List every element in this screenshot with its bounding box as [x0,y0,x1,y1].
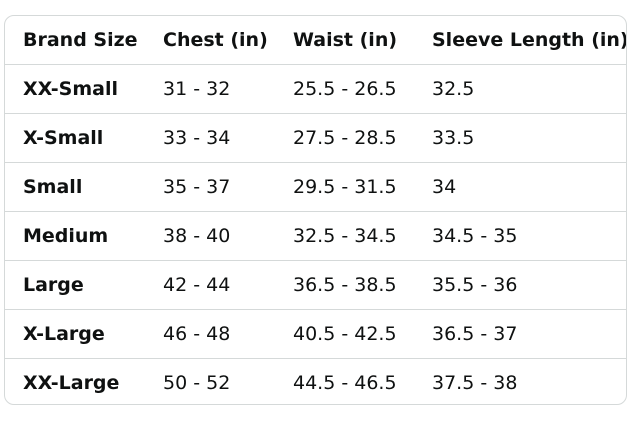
table-row: XX-Large 50 - 52 44.5 - 46.5 37.5 - 38 [5,358,626,404]
header-cell: Sleeve Length (in) [432,29,627,51]
size-cell: XX-Small [5,64,163,114]
measure-cell: 50 - 52 [163,358,293,404]
table-row: XX-Small 31 - 32 25.5 - 26.5 32.5 [5,64,626,114]
measure-cell: 46 - 48 [163,309,293,359]
size-cell: XX-Large [5,358,163,404]
header-cell: Waist (in) [293,29,398,51]
size-cell: X-Small [5,113,163,163]
table-body: XX-Small 31 - 32 25.5 - 26.5 32.5 X-Small 33 … [5,64,626,404]
measure-cell: 36.5 - 37 [432,309,626,359]
table-row: X-Small 33 - 34 27.5 - 28.5 33.5 [5,113,626,163]
measure-cell: 35.5 - 36 [432,260,626,310]
size-cell: Small [5,162,163,212]
table-card: Brand Size Chest (in) Waist (in) Sleeve Len… [4,15,627,405]
measure-cell: 34.5 - 35 [432,211,626,261]
header-cell: Chest (in) [163,29,268,51]
measure-cell: 32.5 [432,64,626,114]
table-row: Small 35 - 37 29.5 - 31.5 34 [5,162,626,212]
measure-cell: 42 - 44 [163,260,293,310]
measure-cell: 34 [432,162,626,212]
measure-cell: 25.5 - 26.5 [293,64,432,114]
measure-cell: 31 - 32 [163,64,293,114]
measure-cell: 35 - 37 [163,162,293,212]
measure-cell: 32.5 - 34.5 [293,211,432,261]
size-cell: Medium [5,211,163,261]
measure-cell: 38 - 40 [163,211,293,261]
measure-cell: 44.5 - 46.5 [293,358,432,404]
header-row: Brand Size Chest (in) Waist (in) Sleeve Len… [5,16,627,65]
table-row: Medium 38 - 40 32.5 - 34.5 34.5 - 35 [5,211,626,261]
table-row: X-Large 46 - 48 40.5 - 42.5 36.5 - 37 [5,309,626,359]
measure-cell: 40.5 - 42.5 [293,309,432,359]
measure-cell: 36.5 - 38.5 [293,260,432,310]
measure-cell: 33.5 [432,113,626,163]
measure-cell: 27.5 - 28.5 [293,113,432,163]
measure-cell: 37.5 - 38 [432,358,626,404]
table-row: Large 42 - 44 36.5 - 38.5 35.5 - 36 [5,260,626,310]
measure-cell: 29.5 - 31.5 [293,162,432,212]
size-cell: Large [5,260,163,310]
measure-cell: 33 - 34 [163,113,293,163]
size-cell: X-Large [5,309,163,359]
size-table: Brand Size Chest (in) Waist (in) Sleeve Len… [5,16,627,404]
header-cell: Brand Size [23,29,138,51]
